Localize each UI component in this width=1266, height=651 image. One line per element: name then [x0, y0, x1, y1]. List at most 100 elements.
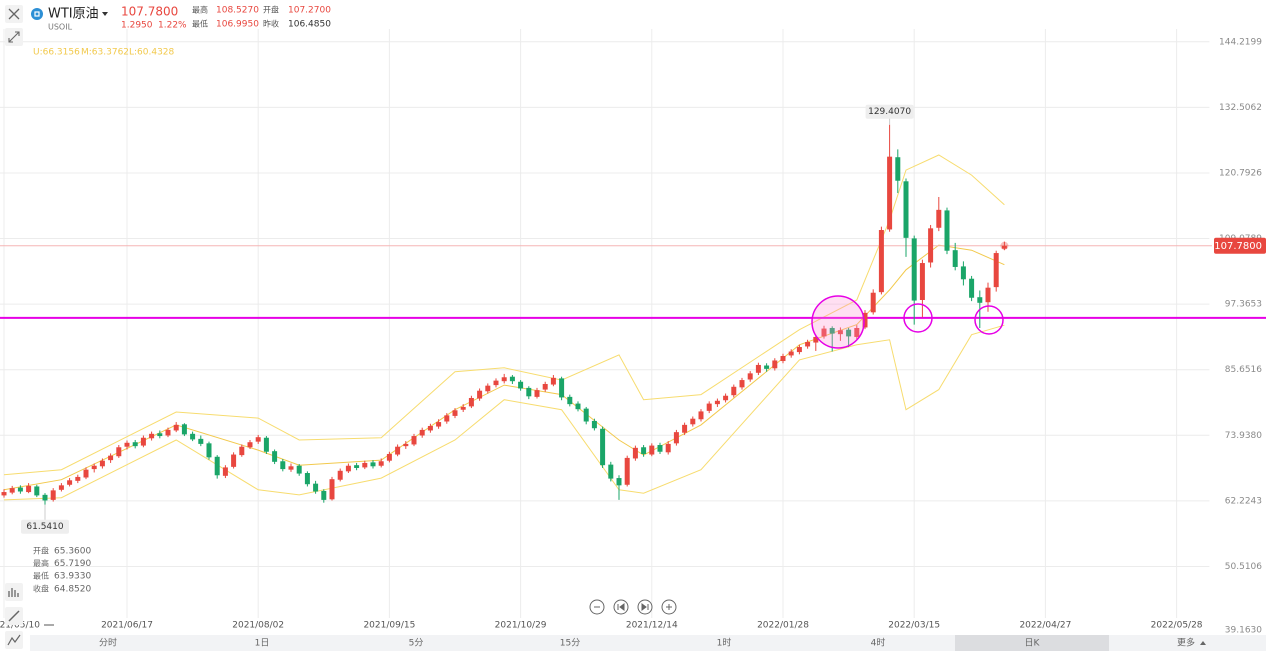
- candle-body: [583, 408, 589, 422]
- candle-body: [321, 490, 327, 500]
- candle-body: [116, 447, 122, 457]
- candle-body: [813, 336, 819, 343]
- candle-body: [895, 157, 901, 181]
- candle-body: [780, 355, 786, 362]
- tab[interactable]: 5分: [409, 638, 424, 649]
- candle-body: [239, 446, 245, 456]
- candle-body: [34, 486, 40, 496]
- candle-body: [173, 424, 179, 431]
- candle-body: [17, 487, 23, 492]
- candle-body: [501, 377, 507, 382]
- info-value: 65.7190: [54, 559, 91, 569]
- candle-body: [419, 429, 425, 436]
- candle-body: [788, 351, 794, 356]
- field-value: 106.9950: [216, 20, 259, 30]
- symbol-icon: [31, 8, 43, 20]
- candle-body: [698, 411, 704, 420]
- candle-body: [26, 485, 32, 493]
- change: 1.2950: [121, 21, 153, 31]
- tool-icon: [8, 588, 19, 597]
- candle-body: [181, 424, 187, 435]
- zoom-controls: [589, 599, 677, 615]
- x-tick-label: 2022/01/28: [757, 621, 809, 631]
- field-label: 开盘: [263, 5, 279, 15]
- candle-body: [706, 403, 712, 411]
- info-value: 63.9330: [54, 572, 91, 582]
- tab[interactable]: 1日: [255, 638, 270, 649]
- x-tick-label: 2022/04/27: [1019, 621, 1071, 631]
- candle-body: [67, 480, 73, 485]
- x-tick-label: 2021/09/15: [363, 621, 415, 631]
- candle-body: [50, 490, 56, 500]
- extreme-box: [21, 519, 69, 534]
- tab[interactable]: 4时: [871, 637, 886, 649]
- info-label: 开盘: [33, 546, 49, 556]
- icon: [666, 604, 672, 610]
- candle-body: [75, 476, 81, 481]
- candle-body: [91, 465, 97, 470]
- candle-body: [969, 278, 975, 298]
- symbol[interactable]: WTI原油: [48, 7, 99, 22]
- tab[interactable]: 15分: [560, 638, 580, 649]
- candle-body: [985, 287, 991, 303]
- info-label: 收盘: [33, 583, 49, 593]
- candle-body: [657, 445, 663, 452]
- candle-body: [493, 380, 499, 386]
- candle-body: [936, 209, 942, 228]
- tabs: 分时 1日 5分 15分 1时 4时 日K 更多: [99, 635, 1206, 651]
- tab-selected-bg: [955, 635, 1109, 651]
- field-label: 最高: [192, 5, 208, 15]
- tab[interactable]: 1时: [717, 637, 732, 649]
- highlight-circle: [811, 295, 865, 349]
- field-value: 106.4850: [288, 20, 331, 30]
- candle-body: [190, 433, 196, 440]
- info-value: 64.8520: [54, 584, 91, 594]
- field-label: 昨收: [263, 19, 279, 29]
- candle-body: [280, 461, 286, 470]
- y-tick-label: 120.7926: [1219, 168, 1262, 178]
- icon: [617, 603, 625, 611]
- draw-icon: [8, 610, 20, 622]
- candle-body: [854, 327, 860, 337]
- candle-body: [304, 473, 310, 485]
- tab[interactable]: 更多: [1177, 637, 1195, 649]
- icon: [641, 603, 649, 611]
- candle-body: [673, 432, 679, 444]
- price: 107.7800: [121, 5, 178, 19]
- tab[interactable]: 分时: [99, 637, 117, 649]
- candle-body: [534, 390, 540, 397]
- candle-body: [206, 443, 212, 458]
- candle-body: [846, 329, 852, 337]
- tool-button[interactable]: [5, 583, 23, 601]
- candle-body: [772, 360, 778, 369]
- candle-body: [198, 438, 204, 444]
- extreme-label: 61.5410: [26, 522, 63, 532]
- candle-body: [99, 460, 105, 467]
- y-tick-label: 39.1630: [1225, 626, 1262, 636]
- band-line: [3, 244, 1005, 491]
- candle-body: [591, 420, 597, 429]
- tab[interactable]: 日K: [1025, 638, 1041, 649]
- candle-body: [518, 381, 524, 389]
- candle-body: [624, 457, 630, 485]
- candle-body: [764, 365, 770, 369]
- candle-body: [329, 479, 335, 500]
- header: WTI原油 107.7800 USOIL 1.2950 1.22% 最高 108…: [5, 5, 331, 46]
- field-value: 108.5270: [216, 6, 259, 16]
- candle-body: [567, 396, 573, 405]
- candle-body: [378, 461, 384, 466]
- candle-body: [608, 464, 614, 479]
- change-pct: 1.22%: [158, 21, 187, 31]
- candle-body: [272, 451, 278, 462]
- candle-body: [870, 292, 876, 313]
- candle-body: [149, 433, 155, 439]
- price-tag: [1214, 237, 1266, 254]
- candle-body: [386, 453, 392, 461]
- dropdown-arrow[interactable]: [102, 12, 108, 16]
- candle-body: [370, 462, 376, 467]
- candle-body: [427, 425, 433, 431]
- candle-body: [1001, 245, 1007, 249]
- candle-body: [796, 347, 802, 353]
- x-tick-label: 2021/10/29: [495, 621, 547, 631]
- candle-body: [362, 462, 368, 468]
